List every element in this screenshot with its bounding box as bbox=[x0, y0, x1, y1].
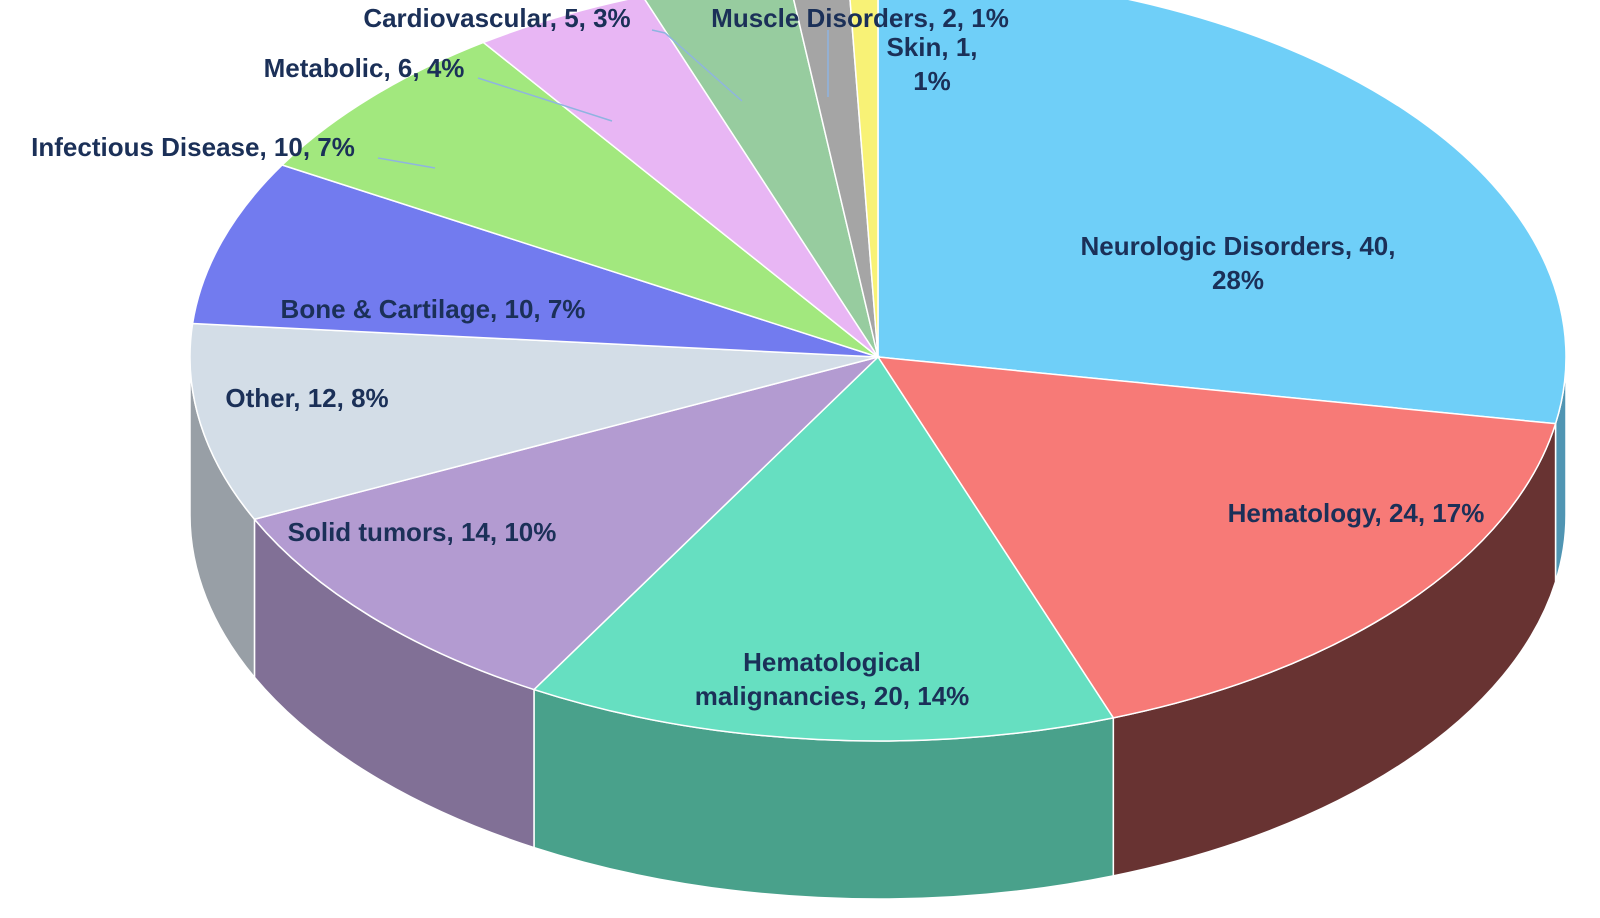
slice bbox=[253, 355, 881, 691]
leader-line bbox=[377, 157, 436, 169]
data-label: Neurologic Disorders, 40, 28% bbox=[1081, 231, 1396, 295]
data-label: Muscle Disorders, 2, 1% bbox=[711, 3, 1009, 33]
slice bbox=[280, 41, 879, 358]
data-label: Solid tumors, 14, 10% bbox=[288, 517, 557, 547]
data-label: Hematology, 24, 17% bbox=[1228, 498, 1485, 528]
data-label: Bone & Cartilage, 10, 7% bbox=[281, 294, 586, 324]
slice bbox=[849, 0, 879, 358]
data-label: Skin, 1, 1% bbox=[886, 32, 977, 96]
slice bbox=[644, 0, 879, 358]
data-label: Metabolic, 6, 4% bbox=[264, 53, 465, 83]
data-label: Cardiovascular, 5, 3% bbox=[363, 3, 630, 33]
leader-line bbox=[477, 77, 613, 122]
data-label: Other, 12, 8% bbox=[225, 383, 388, 413]
slice bbox=[191, 164, 879, 358]
leader-line bbox=[651, 29, 743, 102]
slice bbox=[189, 322, 879, 521]
slice bbox=[877, 0, 1567, 425]
data-label: Infectious Disease, 10, 7% bbox=[31, 132, 355, 162]
slice bbox=[532, 355, 1115, 742]
slice bbox=[876, 356, 1557, 719]
slice bbox=[481, 0, 879, 358]
data-label: Hematological malignancies, 20, 14% bbox=[695, 647, 970, 711]
